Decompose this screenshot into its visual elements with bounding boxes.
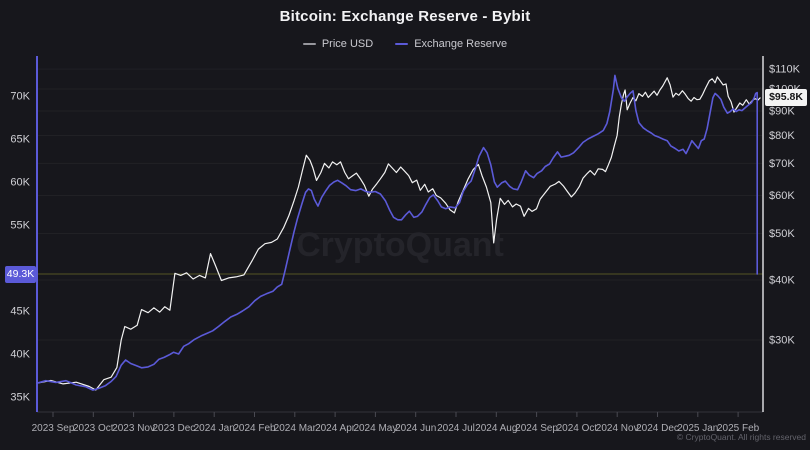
right-axis-label: $60K	[769, 190, 795, 202]
price-line-swatch-icon	[302, 43, 316, 45]
right-axis-label: $50K	[769, 228, 795, 240]
x-tick-label: 2024 Aug	[475, 423, 517, 434]
x-tick-label: 2024 Oct	[557, 423, 598, 434]
left-axis: 70K 65K 60K 55K 45K 40K 35K	[10, 91, 30, 404]
x-tick-label: 2024 Sep	[515, 423, 558, 434]
chart-title: Bitcoin: Exchange Reserve - Bybit	[279, 8, 531, 25]
left-axis-label: 70K	[10, 91, 30, 103]
x-tick-label: 2024 Dec	[636, 423, 679, 434]
reserve-line	[36, 74, 759, 391]
left-axis-label: 60K	[10, 177, 30, 189]
x-tick-label: 2024 Nov	[596, 423, 639, 434]
legend-label-price: Price USD	[321, 38, 374, 50]
x-tick-label: 2024 Feb	[233, 423, 276, 434]
x-tick-label: 2023 Sep	[32, 423, 75, 434]
legend-item-reserve[interactable]: Exchange Reserve	[395, 38, 507, 50]
x-tick-label: 2023 Nov	[112, 423, 155, 434]
x-tick-label: 2023 Dec	[152, 423, 195, 434]
right-axis-label: $90K	[769, 106, 795, 118]
left-axis-label: 55K	[10, 220, 30, 232]
gridlines	[37, 68, 763, 341]
right-axis-label: $110K	[769, 64, 801, 76]
x-tick-label: 2024 Mar	[274, 423, 317, 434]
right-axis: $110K$100K$90K$80K$70K$60K$50K$40K$30K	[769, 64, 801, 347]
reserve-value-badge: 49.3K	[5, 265, 36, 283]
price-line	[36, 76, 761, 391]
left-axis-label: 45K	[10, 306, 30, 318]
legend: Price USD Exchange Reserve	[0, 36, 810, 52]
x-tick-label: 2024 Apr	[315, 423, 356, 434]
x-tick-label: 2024 Jun	[395, 423, 436, 434]
x-tick-label: 2024 Jan	[194, 423, 235, 434]
x-tick-label: 2024 May	[353, 423, 397, 434]
right-axis-label: $70K	[769, 158, 795, 170]
copyright-text: © CryptoQuant. All rights reserved	[676, 432, 806, 442]
x-tick-label: 2025 Jan	[677, 423, 718, 434]
right-axis-label: $80K	[769, 130, 795, 142]
x-tick-label: 2025 Feb	[717, 423, 760, 434]
legend-item-price[interactable]: Price USD	[302, 38, 374, 50]
left-axis-label: 40K	[10, 349, 30, 361]
left-axis-label: 65K	[10, 134, 30, 146]
legend-label-reserve: Exchange Reserve	[414, 38, 508, 50]
price-value-badge: $95.8K	[765, 89, 807, 107]
watermark-text: CryptoQuant	[296, 226, 504, 264]
x-tick-label: 2023 Oct	[73, 423, 114, 434]
reserve-line-swatch-icon	[395, 43, 409, 45]
right-axis-label: $40K	[769, 275, 795, 287]
right-axis-label: $30K	[769, 335, 795, 347]
left-axis-label: 35K	[10, 392, 30, 404]
x-tick-label: 2024 Jul	[437, 423, 475, 434]
